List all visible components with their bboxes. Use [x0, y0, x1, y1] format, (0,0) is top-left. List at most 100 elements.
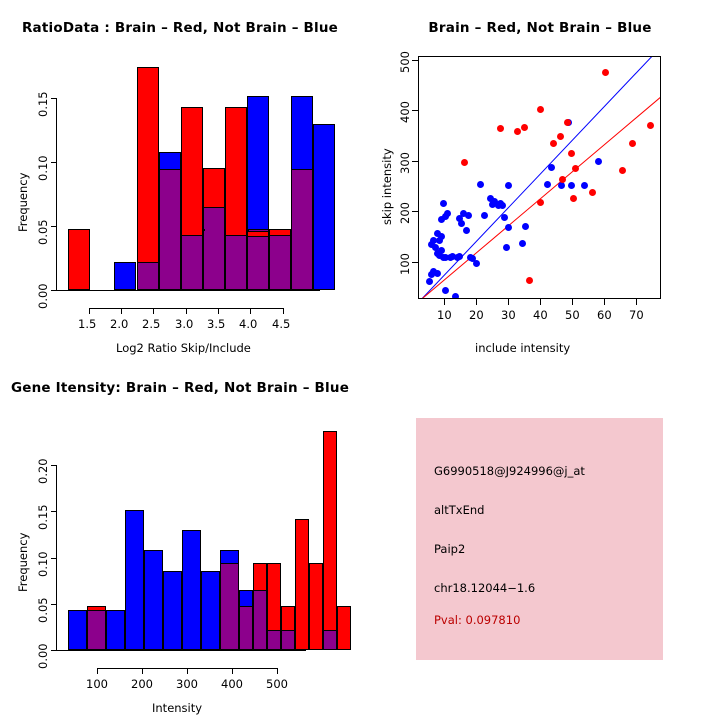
scatter-point-blue — [440, 200, 447, 207]
scatter-y-tick-0 — [412, 262, 418, 263]
ratio-histogram-chart: RatioData : Brain – Red, Not Brain – Blu… — [0, 0, 360, 360]
ratio-bar-blue-2 — [114, 262, 136, 290]
scatter-point-blue — [505, 182, 512, 189]
ratio-bar-purple-9 — [269, 235, 291, 290]
gene-bar-blue-1 — [68, 610, 87, 650]
scatter-point-blue — [522, 223, 529, 230]
scatter-point-red — [514, 128, 521, 135]
scatter-point-blue — [491, 198, 498, 205]
ratio-bar-purple-8 — [247, 229, 269, 290]
scatter-point-blue — [426, 278, 433, 285]
scatter-x-tick-4 — [572, 299, 573, 305]
gene-x-tick-2 — [187, 668, 188, 674]
gene-x-ticklabel-0: 100 — [86, 677, 108, 691]
scatter-x-ticklabel-1: 20 — [469, 308, 484, 322]
gene-bar-red-17 — [337, 606, 351, 650]
scatter-point-blue — [442, 287, 449, 294]
scatter-y-tick-2 — [412, 161, 418, 162]
scatter-point-red — [521, 124, 528, 131]
scatter-point-blue — [487, 195, 494, 202]
scatter-point-blue — [436, 252, 443, 259]
gene-bar-blue-4 — [125, 510, 144, 650]
ratio-bar-red-13 — [247, 231, 269, 237]
scatter-point-blue — [432, 244, 439, 251]
ratio-x-tick-2 — [153, 308, 154, 314]
scatter-point-blue — [438, 233, 445, 240]
scatter-ylabel: skip intensity — [380, 148, 394, 225]
gene-x-tick-0 — [97, 668, 98, 674]
gene-intensity-histogram-chart: Gene Itensity: Brain – Red, Not Brain – … — [0, 360, 360, 720]
gene-y-tick-0 — [51, 650, 57, 651]
scatter-fit-line-blue — [421, 57, 660, 298]
scatter-point-red — [568, 150, 575, 157]
scatter-point-blue — [442, 254, 449, 261]
gene-y-tick-3 — [51, 511, 57, 512]
scatter-point-blue — [460, 210, 467, 217]
scatter-point-blue — [558, 182, 565, 189]
gene-x-tick-4 — [277, 668, 278, 674]
scatter-point-red — [559, 176, 566, 183]
scatter-x-tick-3 — [540, 299, 541, 305]
ratio-histogram-title: RatioData : Brain – Red, Not Brain – Blu… — [21, 20, 339, 36]
ratio-bar-purple-7 — [225, 235, 247, 290]
scatter-point-blue — [503, 244, 510, 251]
scatter-x-tick-1 — [476, 299, 477, 305]
ratio-bar-purple-5 — [181, 235, 203, 290]
scatter-point-blue — [519, 240, 526, 247]
ratio-bar-purple-3 — [137, 262, 159, 290]
ratio-y-tick-3 — [51, 98, 57, 99]
ratio-baseline — [56, 290, 320, 291]
scatter-point-red — [526, 277, 533, 284]
ratio-histogram-extra-bars — [0, 0, 360, 360]
ratio-x-tick-0 — [89, 308, 90, 314]
scatter-point-red — [647, 122, 654, 129]
gene-y-tick-1 — [51, 604, 57, 605]
gene-bar-purple-16 — [323, 630, 337, 650]
scatter-point-red — [557, 133, 564, 140]
scatter-point-red — [497, 125, 504, 132]
scatter-point-blue — [458, 220, 465, 227]
gene-bar-red-14 — [295, 519, 309, 650]
ratio-x-tick-1 — [121, 308, 122, 314]
gene-bar-purple-11 — [253, 590, 267, 650]
gene-bar-blue-7 — [182, 530, 201, 650]
ratio-x-tick-4 — [218, 308, 219, 314]
gene-bar-purple-12 — [267, 630, 281, 650]
scatter-point-blue — [452, 293, 459, 298]
gene-bar-blue-3 — [106, 610, 125, 650]
ratio-y-tick-1 — [51, 226, 57, 227]
ratio-x-ticklabel-3: 3.0 — [175, 317, 194, 331]
ratio-bar-purple-6 — [203, 207, 225, 290]
scatter-x-ticklabel-6: 70 — [629, 308, 644, 322]
info-locus: chr18.12044−1.6 — [434, 581, 536, 595]
gene-y-axis-line — [56, 465, 57, 650]
scatter-point-blue — [548, 164, 555, 171]
scatter-y-ticklabel-0: 100 — [398, 253, 412, 275]
scatter-point-blue — [436, 237, 443, 244]
scatter-point-blue — [477, 181, 484, 188]
scatter-point-red — [602, 69, 609, 76]
scatter-y-ticklabel-2: 300 — [398, 152, 412, 174]
scatter-point-red — [629, 140, 636, 147]
info-probe-id: G6990518@J924996@j_at — [434, 464, 585, 478]
scatter-point-red — [619, 167, 626, 174]
gene-y-ticklabel-3: 0.15 — [36, 504, 50, 530]
scatter-x-tick-2 — [508, 299, 509, 305]
scatter-plot-box — [418, 56, 661, 299]
scatter-point-blue — [438, 247, 445, 254]
scatter-point-blue — [463, 227, 470, 234]
info-pval: Pval: 0.097810 — [434, 613, 521, 627]
gene-bar-red-15 — [309, 563, 323, 650]
ratio-bar-red-1 — [68, 229, 90, 290]
ratio-x-ticklabel-2: 2.5 — [142, 317, 161, 331]
ratio-bar-purple-10 — [291, 169, 313, 290]
scatter-y-tick-1 — [412, 211, 418, 212]
ratio-x-tick-5 — [250, 308, 251, 314]
gene-y-ticklabel-2: 0.10 — [36, 551, 50, 577]
scatter-x-tick-5 — [604, 299, 605, 305]
ratio-x-ticklabel-5: 4.0 — [239, 317, 258, 331]
gene-bar-blue-5 — [144, 550, 163, 650]
scatter-point-red — [589, 189, 596, 196]
gene-x-ticklabel-1: 200 — [131, 677, 153, 691]
scatter-point-blue — [581, 182, 588, 189]
